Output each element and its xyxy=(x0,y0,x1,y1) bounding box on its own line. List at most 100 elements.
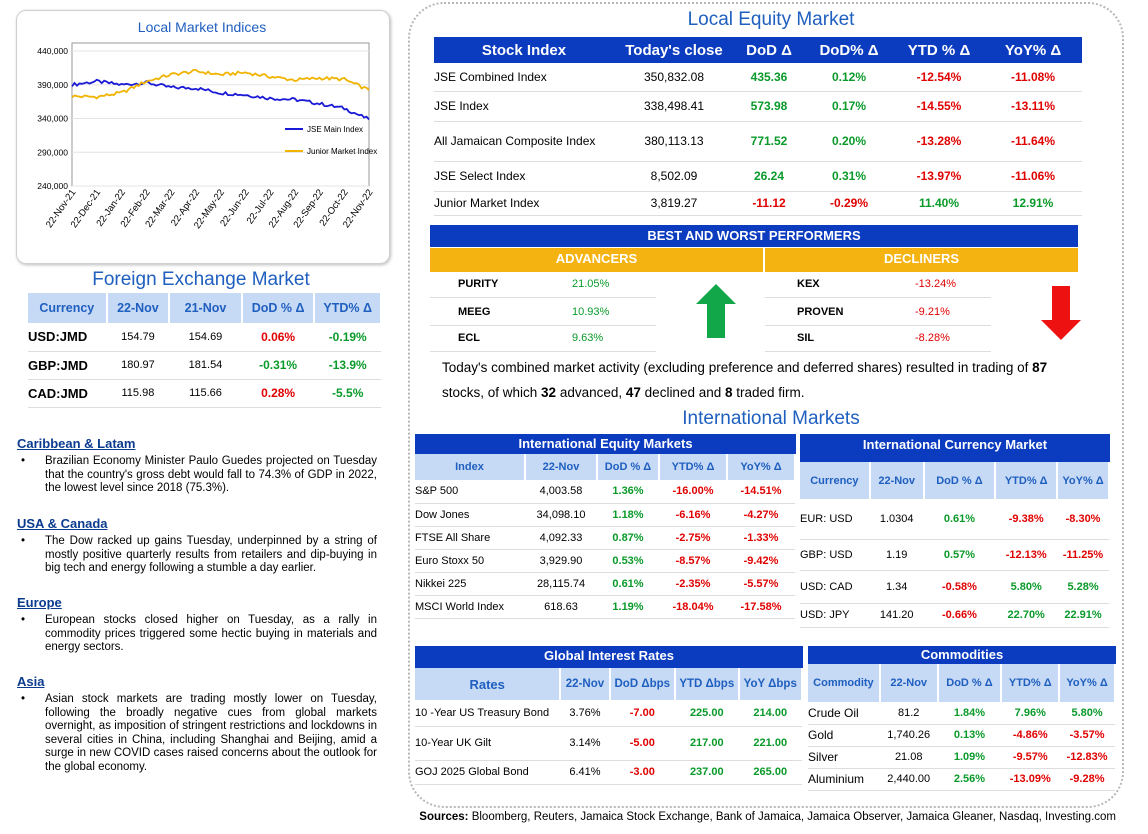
y-tick-label: 290,000 xyxy=(37,147,68,157)
com-value: 2,440.00 xyxy=(887,773,931,785)
fx-ytd: -13.9% xyxy=(328,358,367,372)
fx-today: 154.79 xyxy=(121,330,155,343)
intl-cur-ytd: -9.38% xyxy=(1008,512,1044,525)
rates-ytd: 217.00 xyxy=(689,737,724,749)
decliner-row: SIL -8.28% xyxy=(765,326,991,352)
intl-currency-table: International Currency Market Currency 22… xyxy=(800,434,1110,628)
rates-ytd: 237.00 xyxy=(689,766,724,778)
com-row: Gold 1,740.26 0.13% -4.86% -3.57% xyxy=(808,724,1115,746)
intl-eq-row: Euro Stoxx 50 3,929.90 0.53% -8.57% -9.42% xyxy=(415,549,795,572)
rates-dod: -7.00 xyxy=(629,706,655,719)
equity-close: 380,113.13 xyxy=(644,134,704,148)
intl-cur-row: USD: JPY 141.20 -0.66% 22.70% 22.91% xyxy=(800,603,1109,627)
news-text: Brazilian Economy Minister Paulo Guedes … xyxy=(17,455,377,496)
y-tick-label: 340,000 xyxy=(37,114,68,124)
intl-eq-ytd: -6.16% xyxy=(675,508,711,521)
legend-label: Junior Market Index xyxy=(307,147,377,156)
rates-name: GOJ 2025 Global Bond xyxy=(415,766,529,778)
commodities-table: Commodities Commodity 22-Nov DoD % Δ YTD% Δ… xyxy=(808,646,1116,791)
equity-header-0: Stock Index xyxy=(481,41,567,59)
equity-index-name: All Jamaican Composite Index xyxy=(434,134,596,148)
equity-yoy: -11.64% xyxy=(1010,134,1056,148)
equity-dod: 435.36 xyxy=(750,69,788,84)
intl-eq-name: Dow Jones xyxy=(415,508,470,521)
equity-dod: 771.52 xyxy=(750,134,788,148)
chart-panel: Local Market Indices 440,000 390,000 340,0… xyxy=(16,10,390,264)
legend-label: JSE Main Index xyxy=(307,125,363,134)
equity-title: Local Equity Market xyxy=(687,9,855,30)
equity-ytd: -14.55% xyxy=(916,99,962,113)
commodities-title: Commodities xyxy=(808,646,1116,664)
intl-cur-ytd: -12.13% xyxy=(1005,548,1047,561)
intl-eq-name: S&P 500 xyxy=(415,485,459,498)
intl-cur-yoy: 22.91% xyxy=(1064,609,1102,621)
intl-cur-dod: -0.58% xyxy=(942,580,977,593)
rates-dod: -5.00 xyxy=(629,737,655,749)
fx-header-4: YTD% Δ xyxy=(314,293,382,323)
com-row: Silver 21.08 1.09% -9.57% -12.83% xyxy=(808,746,1115,768)
intl-eq-dod: 1.18% xyxy=(612,508,644,521)
rates-header-2: DoD Δbps xyxy=(609,668,677,700)
intl-cur-header-0: Currency xyxy=(800,462,871,499)
intl-cur-value: 1.0304 xyxy=(879,512,914,525)
com-row: Aluminium 2,440.00 2.56% -13.09% -9.28% xyxy=(808,768,1115,790)
intl-eq-header-0: Index xyxy=(415,454,526,480)
decliner-row: PROVEN -9.21% xyxy=(765,300,991,326)
y-tick-label: 390,000 xyxy=(37,80,68,90)
fx-header-0: Currency xyxy=(28,293,108,323)
com-yoy: -12.83% xyxy=(1066,751,1108,763)
intl-eq-yoy: -1.33% xyxy=(743,531,779,544)
intl-cur-header-1: 22-Nov xyxy=(869,462,925,499)
down-arrow-icon xyxy=(1041,286,1081,340)
fx-currency: USD:JMD xyxy=(28,329,88,345)
equity-index-name: JSE Index xyxy=(434,99,489,113)
intl-cur-value: 141.20 xyxy=(879,609,914,621)
fx-title: Foreign Exchange Market xyxy=(92,269,310,290)
intl-cur-dod: 0.61% xyxy=(943,512,976,525)
equity-dod: 573.98 xyxy=(750,99,788,113)
equity-header-4: YTD % Δ xyxy=(907,41,971,59)
fx-prev: 115.66 xyxy=(189,387,222,399)
advancer-row: ECL 9.63% xyxy=(430,326,656,352)
intl-eq-header-2: DoD % Δ xyxy=(597,454,660,480)
equity-header-1: Today's close xyxy=(625,41,723,59)
equity-dod-pct: 0.31% xyxy=(831,169,867,183)
advancer-value: 10.93% xyxy=(572,306,610,318)
intl-eq-value: 28,115.74 xyxy=(536,577,586,590)
advancer-row: MEEG 10.93% xyxy=(430,300,656,326)
rates-name: 10 -Year US Treasury Bond xyxy=(415,706,550,719)
rates-header-4: YoY Δbps xyxy=(738,668,803,700)
intl-eq-name: Euro Stoxx 50 xyxy=(415,554,485,567)
fx-table: Currency 22-Nov 21-Nov DoD % Δ YTD% Δ USD:JM… xyxy=(28,293,382,408)
intl-cur-row: USD: CAD 1.34 -0.58% 5.80% 5.28% xyxy=(800,570,1109,603)
intl-eq-row: S&P 500 4,003.58 1.36% -16.00% -14.51% xyxy=(415,480,795,503)
intl-eq-header-4: YoY% Δ xyxy=(727,454,796,480)
rates-title: Global Interest Rates xyxy=(415,646,803,668)
intl-eq-header-1: 22-Nov xyxy=(525,454,598,480)
news-text: Asian stock markets are trading mostly l… xyxy=(17,693,377,774)
intl-eq-row: Nikkei 225 28,115.74 0.61% -2.35% -5.57% xyxy=(415,572,795,595)
com-dod: 1.09% xyxy=(953,751,986,763)
fx-currency: CAD:JMD xyxy=(28,385,88,401)
intl-cur-header-3: YTD% Δ xyxy=(995,462,1059,499)
equity-ytd: -13.97% xyxy=(916,169,962,183)
performers-title: BEST AND WORST PERFORMERS xyxy=(430,225,1078,247)
intl-cur-ytd: 5.80% xyxy=(1010,580,1042,593)
intl-eq-value: 4,003.58 xyxy=(539,485,583,498)
equity-dod: -11.12 xyxy=(752,196,786,210)
intl-eq-value: 3,929.90 xyxy=(539,554,583,567)
equity-close: 3,819.27 xyxy=(650,196,698,210)
y-tick-label: 240,000 xyxy=(37,181,68,191)
rates-value: 6.41% xyxy=(569,766,601,778)
intl-cur-header-4: YoY% Δ xyxy=(1057,462,1110,499)
series-line xyxy=(71,78,370,121)
fx-dod: 0.28% xyxy=(261,386,296,400)
intl-eq-row: FTSE All Share 4,092.33 0.87% -2.75% -1.33% xyxy=(415,526,795,549)
intl-cur-row: EUR: USD 1.0304 0.61% -9.38% -8.30% xyxy=(800,499,1109,539)
com-ytd: -9.57% xyxy=(1012,751,1048,763)
equity-ytd: 11.40% xyxy=(918,196,960,210)
equity-index-name: JSE Select Index xyxy=(434,169,526,183)
equity-header-5: YoY% Δ xyxy=(1004,41,1062,59)
com-dod: 1.84% xyxy=(953,706,986,719)
equity-dod-pct: 0.17% xyxy=(831,99,867,113)
